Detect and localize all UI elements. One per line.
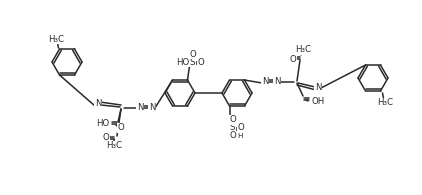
Text: O: O — [197, 58, 204, 66]
Text: N: N — [137, 104, 143, 113]
Text: S: S — [230, 123, 235, 132]
Text: S: S — [190, 58, 195, 66]
Text: N: N — [95, 99, 101, 108]
Text: HO: HO — [176, 58, 189, 66]
Text: O: O — [229, 115, 236, 124]
Text: O: O — [118, 123, 124, 132]
Text: N: N — [315, 83, 321, 92]
Text: N: N — [274, 77, 280, 87]
Text: O: O — [189, 50, 196, 58]
Text: O: O — [229, 131, 236, 140]
Text: H₃C: H₃C — [378, 98, 393, 107]
Text: H₃C: H₃C — [106, 142, 122, 151]
Text: H: H — [238, 133, 243, 139]
Text: HO: HO — [96, 120, 109, 129]
Text: H₃C: H₃C — [295, 45, 311, 54]
Text: N: N — [262, 77, 268, 87]
Text: O: O — [103, 132, 109, 142]
Text: N: N — [149, 104, 155, 113]
Text: H₃C: H₃C — [49, 35, 65, 43]
Text: OH: OH — [311, 98, 324, 106]
Text: O: O — [237, 123, 244, 132]
Text: O: O — [289, 54, 296, 64]
